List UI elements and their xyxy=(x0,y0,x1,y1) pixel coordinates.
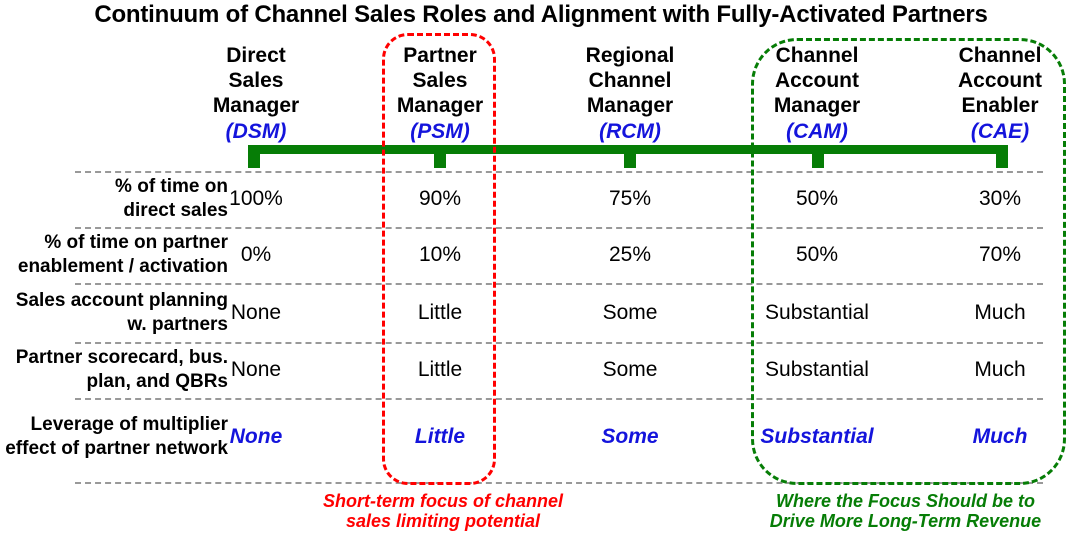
table-row: % of time on partner enablement / activa… xyxy=(0,227,1082,283)
cell-value: None xyxy=(230,300,282,324)
cell-value: Little xyxy=(417,358,463,381)
row-label: Sales account planning w. partners xyxy=(0,283,228,342)
note-line: Where the Focus Should be to xyxy=(775,491,1035,511)
column-abbr-cam: (CAM) xyxy=(786,120,848,143)
cam-cae-highlight-frame xyxy=(751,38,1066,485)
table-row: % of time on direct sales 100% 90% 75% 5… xyxy=(0,171,1082,227)
cell-value: Little xyxy=(414,425,466,448)
column-abbr-dsm: (DSM) xyxy=(225,120,287,143)
long-term-focus-note: Where the Focus Should be to Drive More … xyxy=(753,491,1058,531)
column-name-line: Channel xyxy=(588,69,672,92)
row-label: Partner scorecard, bus. plan, and QBRs xyxy=(0,342,228,398)
page-title: Continuum of Channel Sales Roles and Ali… xyxy=(94,1,988,28)
table-row: Partner scorecard, bus. plan, and QBRs N… xyxy=(0,342,1082,398)
row-label-line: Leverage of multiplier xyxy=(30,414,228,435)
note-line: Short-term focus of channel xyxy=(322,491,564,511)
row-separator xyxy=(75,482,1043,484)
cell-value: None xyxy=(229,425,283,448)
cell-value: Much xyxy=(974,300,1026,324)
note-line: sales limiting potential xyxy=(345,510,541,531)
row-label: % of time on direct sales xyxy=(0,171,228,227)
column-name-line: Direct xyxy=(226,44,286,67)
column-name-line: Regional xyxy=(585,44,675,67)
row-label-line: % of time on xyxy=(115,176,228,197)
row-separator xyxy=(75,227,1043,229)
column-abbr-cae: (CAE) xyxy=(970,120,1030,143)
row-label: % of time on partner enablement / activa… xyxy=(0,227,228,283)
cell-value: 25% xyxy=(608,243,652,266)
continuum-bar-tick-rcm xyxy=(624,153,636,168)
cell-value: Some xyxy=(601,425,659,448)
cell-value: 50% xyxy=(795,187,839,210)
note-line: Drive More Long-Term Revenue xyxy=(769,510,1042,531)
cell-value: 75% xyxy=(608,187,652,210)
cell-value: Much xyxy=(974,358,1026,381)
cell-value: 30% xyxy=(978,187,1022,210)
cell-value: Little xyxy=(417,300,463,324)
continuum-bar-left-cap xyxy=(248,145,260,168)
continuum-bar xyxy=(248,145,1008,154)
column-name-line: Manager xyxy=(396,94,484,117)
column-name-line: Manager xyxy=(773,94,861,117)
column-name-line: Manager xyxy=(212,94,300,117)
column-name-line: Enabler xyxy=(961,94,1039,117)
psm-highlight-frame xyxy=(382,33,496,485)
cell-value: 100% xyxy=(229,187,283,210)
column-name-line: Partner xyxy=(403,44,477,67)
cell-value: 50% xyxy=(795,243,839,266)
column-header-rcm: Regional Channel Manager (RCM) xyxy=(550,43,710,144)
cell-value: Some xyxy=(602,358,658,381)
column-name-line: Manager xyxy=(586,94,674,117)
cell-value: 90% xyxy=(418,187,462,210)
row-separator xyxy=(75,171,1043,173)
table-row: Sales account planning w. partners None … xyxy=(0,283,1082,342)
row-label-line: Sales account planning xyxy=(15,289,228,311)
continuum-bar-tick-cam xyxy=(812,153,824,168)
row-label: Leverage of multiplier effect of partner… xyxy=(0,398,228,476)
cell-value: Much xyxy=(972,425,1028,448)
row-separator xyxy=(75,342,1043,344)
column-header-psm: Partner Sales Manager (PSM) xyxy=(360,43,520,144)
row-label-line: plan, and QBRs xyxy=(86,371,228,392)
cell-value: Substantial xyxy=(765,300,869,324)
cell-value: 0% xyxy=(240,243,272,266)
row-separator xyxy=(75,398,1043,400)
row-label-line: direct sales xyxy=(123,200,228,221)
column-abbr-psm: (PSM) xyxy=(410,120,470,143)
row-label-line: Partner scorecard, bus. xyxy=(15,347,228,368)
cell-value: 70% xyxy=(978,243,1022,266)
row-label-line: w. partners xyxy=(127,313,228,335)
row-label-line: effect of partner network xyxy=(5,438,228,459)
cell-value: Some xyxy=(602,300,658,324)
column-abbr-rcm: (RCM) xyxy=(599,120,661,143)
short-term-focus-note: Short-term focus of channel sales limiti… xyxy=(290,491,596,531)
cell-value: 10% xyxy=(418,243,462,266)
cell-value: Substantial xyxy=(765,358,869,381)
continuum-bar-right-cap xyxy=(996,145,1008,168)
column-name-line: Sales xyxy=(228,69,284,92)
column-header-dsm: Direct Sales Manager (DSM) xyxy=(176,43,336,144)
row-separator xyxy=(75,283,1043,285)
row-label-line: % of time on partner xyxy=(44,232,228,253)
continuum-bar-tick-psm xyxy=(434,153,446,168)
column-name-line: Sales xyxy=(412,69,468,92)
cell-value: None xyxy=(230,358,282,381)
row-label-line: enablement / activation xyxy=(17,256,228,277)
